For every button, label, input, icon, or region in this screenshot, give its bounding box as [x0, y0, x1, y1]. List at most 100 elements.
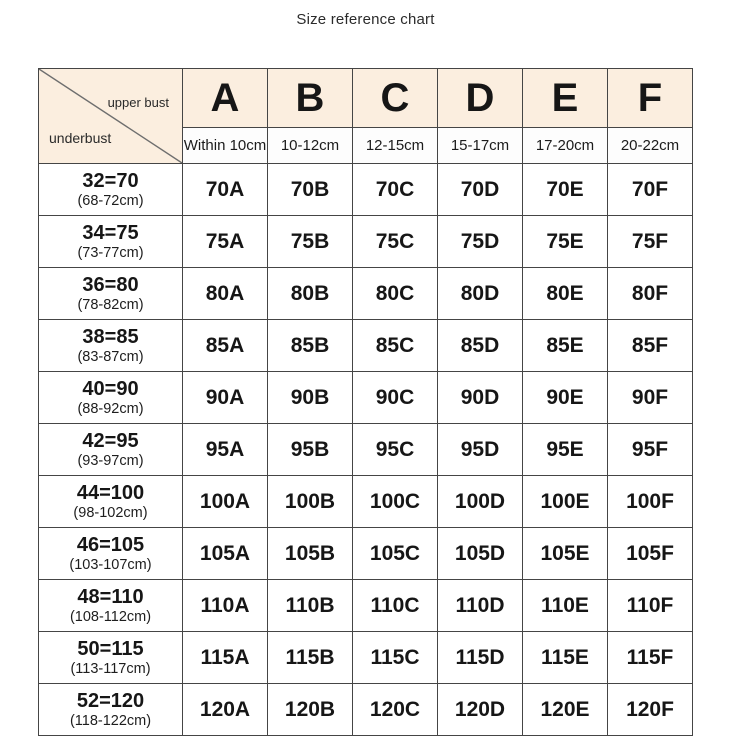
size-cell: 110E — [522, 579, 608, 632]
size-cell: 75C — [352, 215, 438, 268]
row-header: 34=75 (73-77cm) — [38, 215, 183, 268]
size-cell: 100E — [522, 475, 608, 528]
size-cell: 120F — [607, 683, 693, 736]
size-cell: 85F — [607, 319, 693, 372]
size-cell: 100B — [267, 475, 353, 528]
size-cell: 75A — [182, 215, 268, 268]
row-size-label: 44=100 — [76, 481, 145, 504]
column-header-letter-d: D — [437, 68, 523, 128]
size-cell: 75E — [522, 215, 608, 268]
row-header: 50=115 (113-117cm) — [38, 631, 183, 684]
size-cell: 90B — [267, 371, 353, 424]
header-letters-row: upper bust underbust A B C D E F — [38, 68, 693, 164]
diagonal-divider-line — [39, 69, 182, 163]
row-header: 32=70 (68-72cm) — [38, 163, 183, 216]
size-cell: 120D — [437, 683, 523, 736]
column-header-range-f: 20-22cm — [607, 127, 693, 164]
size-cell: 100C — [352, 475, 438, 528]
size-cell: 110B — [267, 579, 353, 632]
size-cell: 70B — [267, 163, 353, 216]
column-header-letter-e: E — [522, 68, 608, 128]
size-cell: 110C — [352, 579, 438, 632]
column-header-letter-b: B — [267, 68, 353, 128]
size-cell: 85E — [522, 319, 608, 372]
column-header-range-d: 15-17cm — [437, 127, 523, 164]
row-range-label: (68-72cm) — [77, 193, 144, 210]
size-cell: 115A — [182, 631, 268, 684]
size-reference-table: upper bust underbust A B C D E F Within … — [38, 68, 693, 736]
size-cell: 105D — [437, 527, 523, 580]
size-cell: 95D — [437, 423, 523, 476]
size-cell: 120B — [267, 683, 353, 736]
row-size-label: 32=70 — [82, 169, 139, 192]
size-cell: 75B — [267, 215, 353, 268]
corner-underbust-label: underbust — [49, 130, 112, 146]
size-cell: 120E — [522, 683, 608, 736]
size-cell: 85D — [437, 319, 523, 372]
table-row: 52=120 (118-122cm) 120A 120B 120C 120D 1… — [38, 683, 693, 736]
size-cell: 70F — [607, 163, 693, 216]
table-row: 48=110 (108-112cm) 110A 110B 110C 110D 1… — [38, 579, 693, 632]
size-cell: 90F — [607, 371, 693, 424]
size-cell: 75F — [607, 215, 693, 268]
table-row: 34=75 (73-77cm) 75A 75B 75C 75D 75E 75F — [38, 215, 693, 268]
table-row: 46=105 (103-107cm) 105A 105B 105C 105D 1… — [38, 527, 693, 580]
page-title: Size reference chart — [296, 11, 435, 28]
row-header: 44=100 (98-102cm) — [38, 475, 183, 528]
size-cell: 80C — [352, 267, 438, 320]
size-cell: 95E — [522, 423, 608, 476]
size-cell: 70D — [437, 163, 523, 216]
row-size-label: 42=95 — [82, 429, 139, 452]
size-cell: 85A — [182, 319, 268, 372]
table-row: 36=80 (78-82cm) 80A 80B 80C 80D 80E 80F — [38, 267, 693, 320]
size-cell: 110F — [607, 579, 693, 632]
table-row: 50=115 (113-117cm) 115A 115B 115C 115D 1… — [38, 631, 693, 684]
row-header: 42=95 (93-97cm) — [38, 423, 183, 476]
size-cell: 95F — [607, 423, 693, 476]
size-cell: 105A — [182, 527, 268, 580]
row-header: 40=90 (88-92cm) — [38, 371, 183, 424]
size-cell: 110A — [182, 579, 268, 632]
column-header-letter-f: F — [607, 68, 693, 128]
row-range-label: (108-112cm) — [69, 609, 152, 626]
size-cell: 115D — [437, 631, 523, 684]
size-cell: 115B — [267, 631, 353, 684]
row-size-label: 46=105 — [76, 533, 145, 556]
size-cell: 105F — [607, 527, 693, 580]
size-cell: 95C — [352, 423, 438, 476]
row-size-label: 52=120 — [76, 689, 145, 712]
size-cell: 80A — [182, 267, 268, 320]
size-cell: 70C — [352, 163, 438, 216]
table-row: 44=100 (98-102cm) 100A 100B 100C 100D 10… — [38, 475, 693, 528]
column-header-letter-a: A — [182, 68, 268, 128]
table-row: 38=85 (83-87cm) 85A 85B 85C 85D 85E 85F — [38, 319, 693, 372]
size-cell: 75D — [437, 215, 523, 268]
corner-header-cell: upper bust underbust — [38, 68, 183, 164]
row-size-label: 38=85 — [82, 325, 139, 348]
header-ranges-row: Within 10cm 10-12cm 12-15cm 15-17cm 17-2… — [39, 127, 693, 164]
size-cell: 95B — [267, 423, 353, 476]
size-cell: 120A — [182, 683, 268, 736]
size-cell: 100A — [182, 475, 268, 528]
size-cell: 80F — [607, 267, 693, 320]
column-header-range-b: 10-12cm — [267, 127, 353, 164]
size-cell: 80B — [267, 267, 353, 320]
size-cell: 90A — [182, 371, 268, 424]
size-cell: 105E — [522, 527, 608, 580]
size-cell: 70E — [522, 163, 608, 216]
row-range-label: (103-107cm) — [69, 557, 152, 574]
size-cell: 105C — [352, 527, 438, 580]
row-range-label: (83-87cm) — [77, 349, 144, 366]
row-header: 48=110 (108-112cm) — [38, 579, 183, 632]
size-cell: 85B — [267, 319, 353, 372]
size-cell: 100F — [607, 475, 693, 528]
row-header: 46=105 (103-107cm) — [38, 527, 183, 580]
size-cell: 90D — [437, 371, 523, 424]
size-cell: 115C — [352, 631, 438, 684]
row-range-label: (113-117cm) — [70, 661, 151, 678]
row-range-label: (73-77cm) — [77, 245, 144, 262]
table-row: 40=90 (88-92cm) 90A 90B 90C 90D 90E 90F — [38, 371, 693, 424]
size-cell: 80D — [437, 267, 523, 320]
row-size-label: 36=80 — [82, 273, 139, 296]
